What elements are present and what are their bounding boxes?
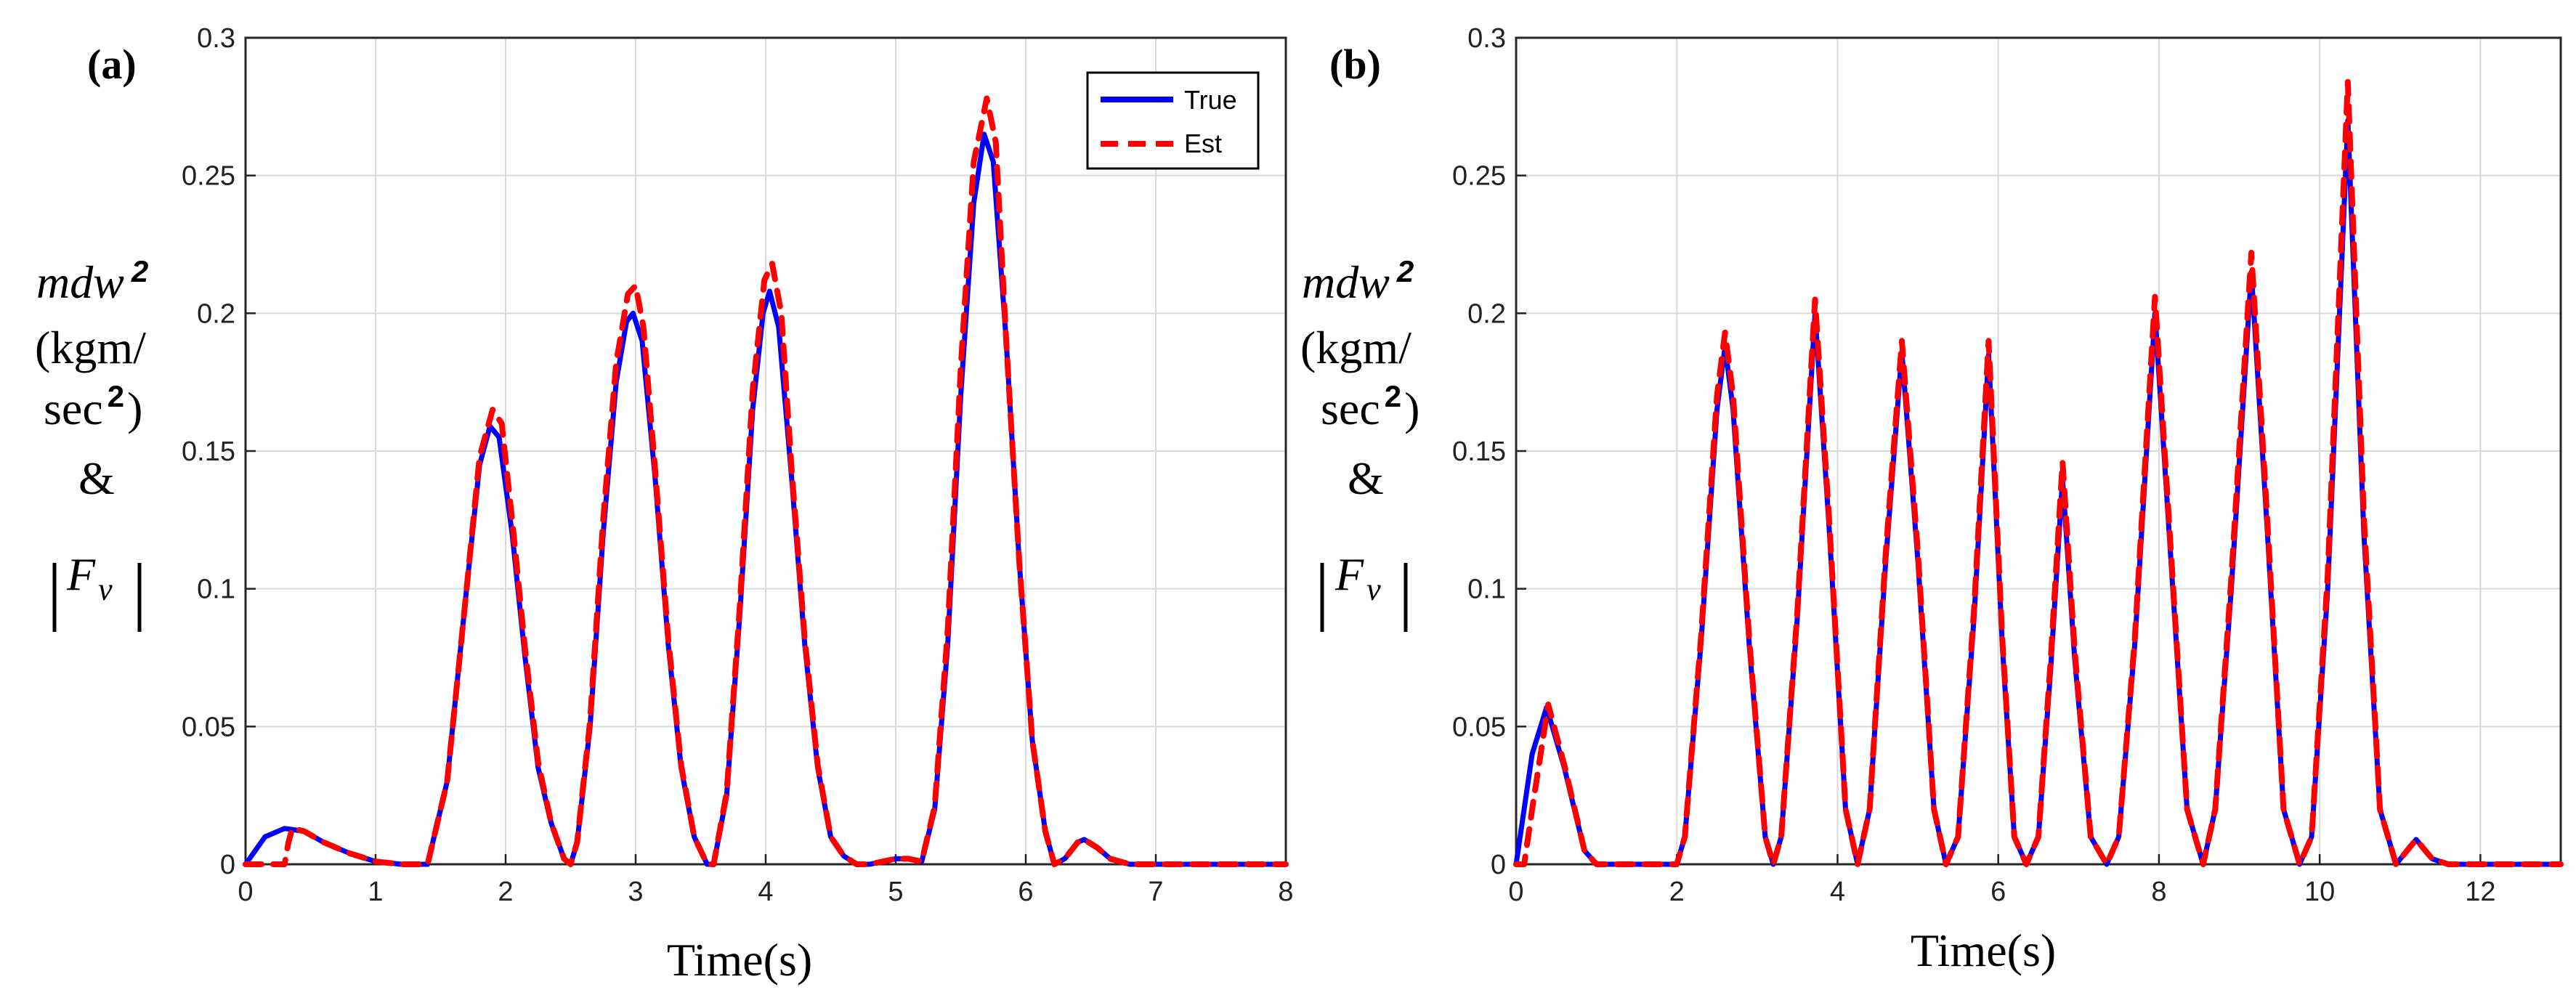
legend-true-label: True bbox=[1184, 85, 1237, 115]
x-tick-label: 8 bbox=[1278, 877, 1293, 907]
panel-a-legend: True Est bbox=[1086, 71, 1260, 170]
x-tick-label: 8 bbox=[2151, 877, 2166, 907]
x-tick-label: 6 bbox=[1990, 877, 2006, 907]
y-tick-label: 0.3 bbox=[197, 23, 235, 54]
legend-box bbox=[1086, 71, 1260, 170]
y-tick-label: 0.15 bbox=[182, 436, 235, 467]
panel-b-ylabel: mdw 2 (kgm/ sec 2) & Fv bbox=[1300, 254, 1419, 632]
panel-a-ylabel-symbol: mdw 2 bbox=[36, 254, 148, 308]
panel-b: (b) mdw 2 (kgm/ sec 2) & Fv 0 2 4 6 8 10 12 0 0.05… bbox=[1300, 23, 2564, 976]
y-tick-label: 0.2 bbox=[197, 299, 235, 329]
y-tick-label: 0 bbox=[220, 850, 235, 880]
panel-b-label: (b) bbox=[1329, 41, 1381, 88]
y-tick-label: 0.05 bbox=[182, 712, 235, 742]
x-tick-label: 10 bbox=[2304, 877, 2335, 907]
panel-a-grid bbox=[245, 37, 1287, 865]
y-tick-label: 0.15 bbox=[1452, 436, 1506, 467]
x-tick-label: 12 bbox=[2465, 877, 2495, 907]
x-tick-label: 4 bbox=[1830, 877, 1845, 907]
panel-b-series bbox=[1513, 78, 2564, 867]
y-tick-label: 0.2 bbox=[1467, 299, 1506, 329]
legend-est-label: Est bbox=[1184, 129, 1222, 158]
axes-frame bbox=[1515, 36, 2562, 866]
panel-b-axes: 0 2 4 6 8 10 12 0 0.05 0.1 0.15 0.2 0.25 0.3 bbox=[1452, 23, 2562, 907]
y-tick-label: 0.25 bbox=[1452, 161, 1506, 192]
panel-b-ylabel-unit-line2: sec 2) bbox=[1321, 379, 1419, 434]
panel-b-ylabel-ampersand: & bbox=[1348, 452, 1384, 504]
panel-a-xlabel: Time(s) bbox=[667, 934, 812, 986]
x-tick-label: 2 bbox=[498, 877, 513, 907]
x-tick-label: 5 bbox=[888, 877, 903, 907]
panel-a-series bbox=[243, 95, 1289, 867]
x-tick-label: 3 bbox=[628, 877, 643, 907]
x-tick-label: 6 bbox=[1018, 877, 1033, 907]
series-est-line bbox=[243, 95, 1289, 867]
y-tick-label: 0.25 bbox=[182, 161, 235, 192]
panel-a-axes: 0 1 2 3 4 5 6 7 8 0 0.05 0.1 0.15 0.2 0.25 0.3 bbox=[182, 23, 1294, 907]
y-tick-label: 0 bbox=[1491, 850, 1506, 880]
series-est-line bbox=[1513, 78, 2564, 867]
panel-a-label: (a) bbox=[87, 41, 137, 88]
x-tick-label: 7 bbox=[1148, 877, 1163, 907]
x-tick-label: 0 bbox=[1508, 877, 1523, 907]
x-tick-label: 0 bbox=[238, 877, 253, 907]
y-tick-label: 0.1 bbox=[197, 574, 235, 605]
x-tick-label: 1 bbox=[368, 877, 383, 907]
panel-a-ylabel-unit-line2: sec 2) bbox=[44, 379, 142, 434]
panel-a-ylabel: mdw 2 (kgm/ sec 2) & Fv bbox=[35, 254, 148, 632]
panel-b-ylabel-unit-line1: (kgm/ bbox=[1300, 322, 1411, 373]
panel-b-force-symbol: Fv bbox=[1334, 548, 1381, 607]
panel-b-xlabel: Time(s) bbox=[1911, 925, 2056, 976]
panel-b-grid bbox=[1515, 37, 2561, 865]
y-tick-label: 0.3 bbox=[1467, 23, 1506, 54]
y-tick-label: 0.1 bbox=[1467, 574, 1506, 605]
panel-b-ylabel-symbol: mdw 2 bbox=[1302, 254, 1414, 308]
panel-a: (a) mdw 2 (kgm/ sec 2) & Fv 0 1 2 3 4 5 6 7 8 0 0.05… bbox=[35, 23, 1294, 986]
y-tick-label: 0.05 bbox=[1452, 712, 1506, 742]
x-tick-label: 2 bbox=[1669, 877, 1685, 907]
panel-a-ylabel-unit-line1: (kgm/ bbox=[35, 322, 146, 373]
axes-frame bbox=[244, 36, 1287, 866]
panel-a-ylabel-ampersand: & bbox=[78, 452, 115, 504]
panel-a-force-symbol: Fv bbox=[66, 548, 113, 607]
x-tick-label: 4 bbox=[758, 877, 773, 907]
